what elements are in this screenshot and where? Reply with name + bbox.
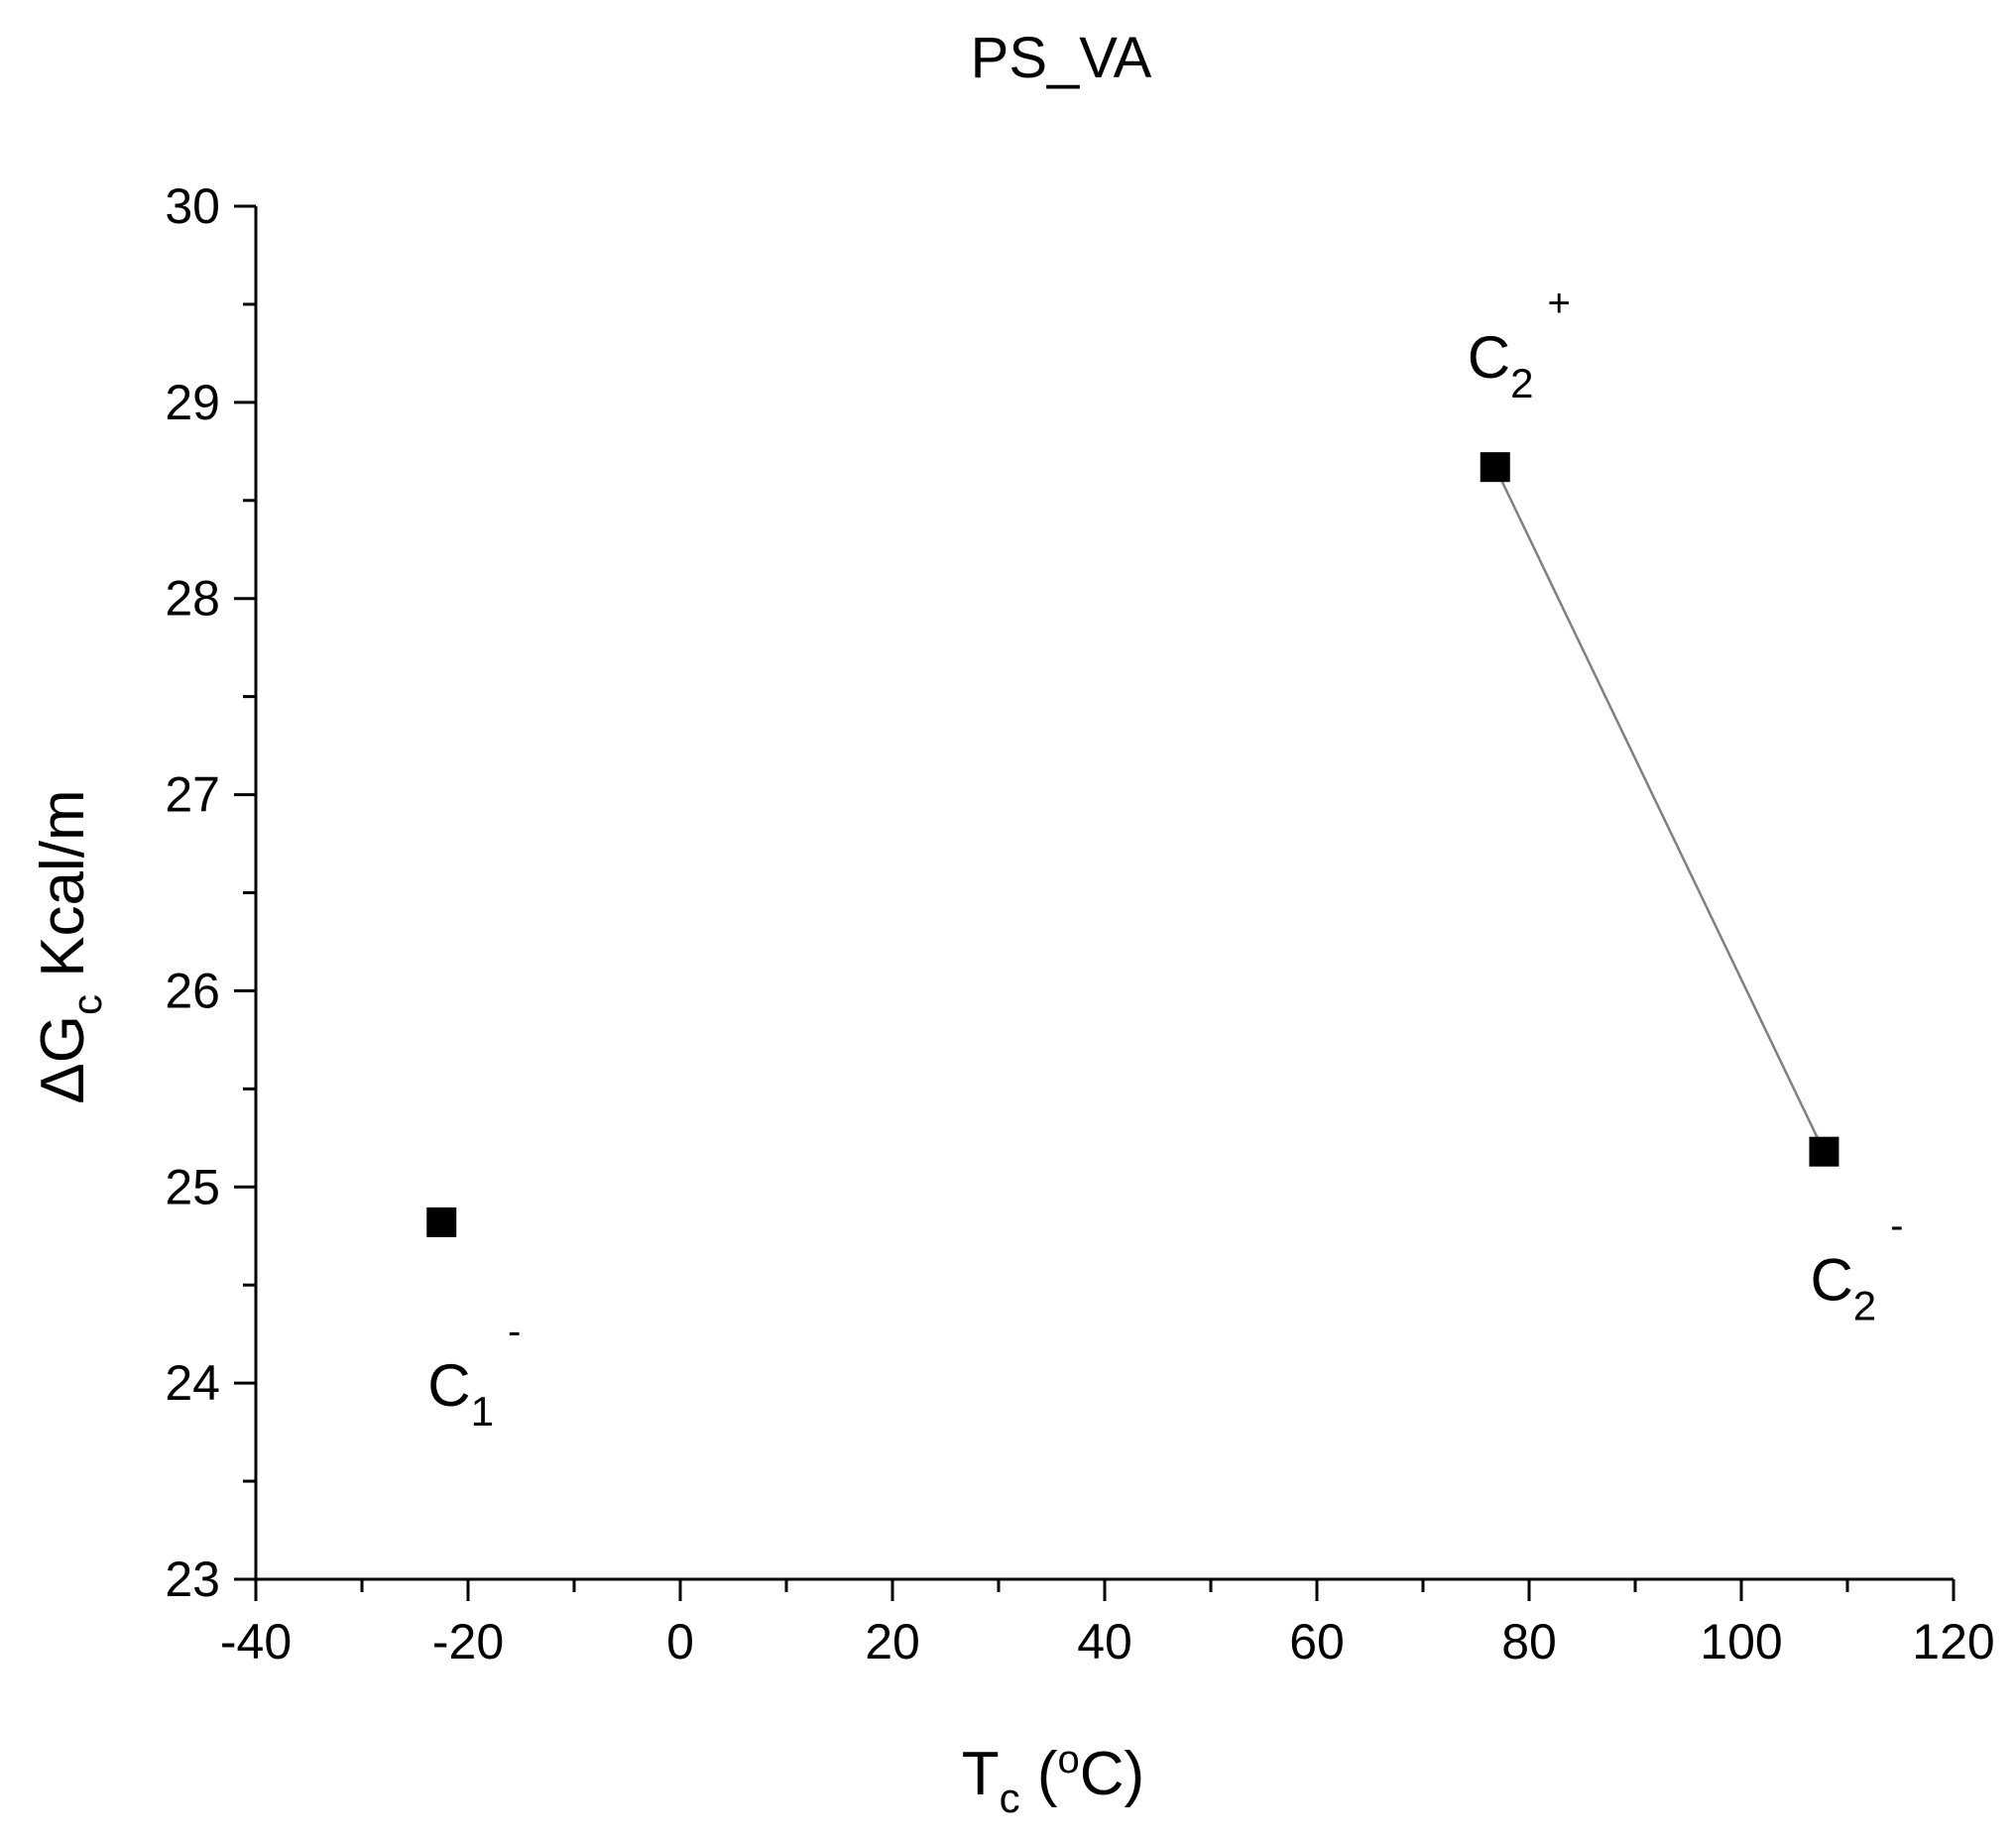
x-tick-label: 40 xyxy=(1077,1614,1132,1669)
y-axis-title-rest: Kcal/m xyxy=(29,789,97,994)
x-tick-label: -40 xyxy=(220,1614,292,1669)
y-axis-title-sub: c xyxy=(63,994,110,1015)
point-label: C1- xyxy=(427,1310,521,1435)
y-tick-label: 28 xyxy=(165,571,220,627)
x-tick-label: 120 xyxy=(1912,1614,1994,1669)
data-point xyxy=(1480,452,1510,483)
x-tick-label: 0 xyxy=(666,1614,694,1669)
y-axis-title-pre: ΔG xyxy=(29,1015,97,1104)
y-tick-label: 23 xyxy=(165,1552,220,1607)
x-axis-title-sub: c xyxy=(1000,1775,1020,1821)
y-tick-label: 24 xyxy=(165,1355,220,1411)
x-axis-title-rest: ( xyxy=(1020,1740,1058,1808)
y-tick-label: 30 xyxy=(165,178,220,234)
x-tick-label: 80 xyxy=(1501,1614,1557,1669)
x-axis-title: Tc (oC) xyxy=(962,1738,1144,1821)
x-tick-label: 100 xyxy=(1700,1614,1782,1669)
data-point xyxy=(426,1207,457,1237)
x-axis-title-end: C) xyxy=(1080,1740,1144,1808)
y-tick-label: 29 xyxy=(165,375,220,430)
y-tick-label: 25 xyxy=(165,1159,220,1214)
series xyxy=(426,452,1839,1237)
point-label: C2+ xyxy=(1468,282,1571,406)
point-labels: C1- C2+ C2- xyxy=(427,282,1903,1435)
x-axis-title-sup: o xyxy=(1058,1738,1080,1782)
x-tick-label: -20 xyxy=(432,1614,504,1669)
x-tick-label: 60 xyxy=(1289,1614,1345,1669)
y-tick-label: 27 xyxy=(165,767,220,823)
x-tick-label: 20 xyxy=(865,1614,920,1669)
data-point xyxy=(1809,1136,1839,1167)
ticks: -40 -20 0 20 40 60 80 100 120 23 24 25 26 27 28 29 30 xyxy=(165,178,1994,1669)
y-tick-label: 26 xyxy=(165,963,220,1018)
chart-title: PS_VA xyxy=(971,26,1152,90)
series-line xyxy=(1493,466,1826,1153)
y-axis-title: ΔGc Kcal/m xyxy=(29,789,110,1103)
x-axis-title-main: T xyxy=(962,1740,1000,1808)
point-label: C2- xyxy=(1810,1205,1903,1329)
